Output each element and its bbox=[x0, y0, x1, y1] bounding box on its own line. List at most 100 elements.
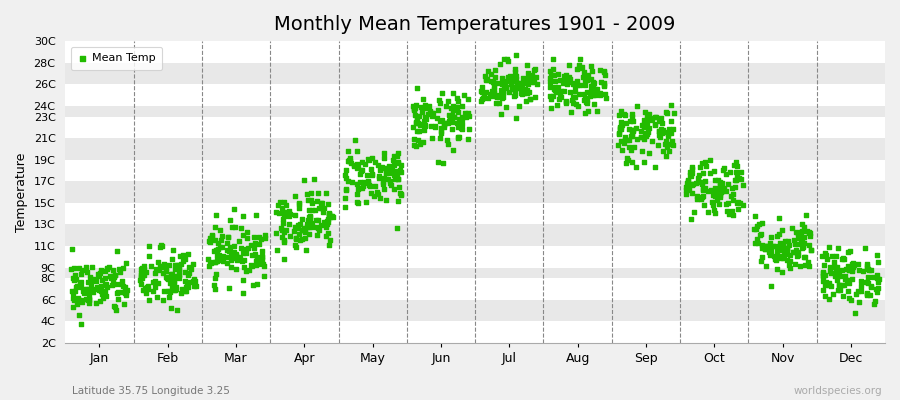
Mean Temp bbox=[442, 118, 456, 124]
Mean Temp bbox=[559, 98, 573, 104]
Mean Temp bbox=[789, 229, 804, 236]
Mean Temp bbox=[621, 157, 635, 164]
Mean Temp bbox=[104, 282, 119, 288]
Mean Temp bbox=[385, 168, 400, 174]
Mean Temp bbox=[828, 263, 842, 270]
Mean Temp bbox=[371, 190, 385, 197]
Mean Temp bbox=[88, 276, 103, 282]
Mean Temp bbox=[726, 196, 741, 203]
Mean Temp bbox=[364, 171, 379, 178]
Mean Temp bbox=[642, 150, 656, 156]
Mean Temp bbox=[391, 198, 405, 204]
Mean Temp bbox=[760, 243, 774, 249]
Mean Temp bbox=[446, 147, 460, 153]
Mean Temp bbox=[279, 227, 293, 234]
Mean Temp bbox=[232, 254, 247, 260]
Mean Temp bbox=[496, 94, 510, 100]
Mean Temp bbox=[160, 273, 175, 280]
Mean Temp bbox=[230, 255, 245, 262]
Mean Temp bbox=[636, 159, 651, 165]
Mean Temp bbox=[382, 180, 397, 186]
Mean Temp bbox=[638, 130, 652, 137]
Mean Temp bbox=[774, 247, 788, 253]
Mean Temp bbox=[320, 221, 334, 227]
Mean Temp bbox=[758, 246, 772, 252]
Mean Temp bbox=[433, 134, 447, 141]
Mean Temp bbox=[543, 67, 557, 74]
Mean Temp bbox=[473, 87, 488, 94]
Mean Temp bbox=[819, 279, 833, 285]
Mean Temp bbox=[111, 289, 125, 295]
Mean Temp bbox=[711, 189, 725, 196]
Mean Temp bbox=[357, 179, 372, 185]
Mean Temp bbox=[88, 277, 103, 284]
Mean Temp bbox=[255, 248, 269, 254]
Mean Temp bbox=[722, 211, 736, 217]
Mean Temp bbox=[475, 84, 490, 90]
Mean Temp bbox=[563, 89, 578, 95]
Mean Temp bbox=[108, 280, 122, 287]
Mean Temp bbox=[636, 136, 651, 142]
Mean Temp bbox=[816, 273, 831, 279]
Mean Temp bbox=[181, 284, 195, 290]
Mean Temp bbox=[829, 272, 843, 278]
Mean Temp bbox=[763, 248, 778, 254]
Mean Temp bbox=[277, 209, 292, 216]
Mean Temp bbox=[302, 214, 316, 220]
Mean Temp bbox=[643, 111, 657, 117]
Mean Temp bbox=[350, 200, 365, 206]
Mean Temp bbox=[597, 68, 611, 74]
Mean Temp bbox=[298, 228, 312, 234]
Mean Temp bbox=[445, 119, 459, 126]
Mean Temp bbox=[713, 179, 727, 186]
Mean Temp bbox=[230, 257, 244, 263]
Mean Temp bbox=[501, 58, 516, 64]
Mean Temp bbox=[288, 242, 302, 248]
Mean Temp bbox=[451, 108, 465, 115]
Mean Temp bbox=[664, 118, 679, 124]
Mean Temp bbox=[643, 125, 657, 131]
Mean Temp bbox=[839, 266, 853, 272]
Mean Temp bbox=[556, 72, 571, 79]
Mean Temp bbox=[550, 84, 564, 90]
Mean Temp bbox=[172, 262, 186, 268]
Mean Temp bbox=[555, 80, 570, 86]
Mean Temp bbox=[393, 191, 408, 198]
Mean Temp bbox=[548, 84, 562, 90]
Mean Temp bbox=[864, 282, 878, 289]
Mean Temp bbox=[611, 142, 625, 148]
Mean Temp bbox=[211, 246, 225, 252]
Mean Temp bbox=[579, 82, 593, 88]
Mean Temp bbox=[98, 275, 112, 281]
Mean Temp bbox=[172, 275, 186, 281]
Mean Temp bbox=[84, 281, 98, 288]
Mean Temp bbox=[83, 274, 97, 280]
Mean Temp bbox=[509, 76, 524, 82]
Mean Temp bbox=[802, 230, 816, 236]
Mean Temp bbox=[77, 286, 92, 292]
Mean Temp bbox=[680, 178, 695, 184]
Mean Temp bbox=[236, 250, 250, 256]
Mean Temp bbox=[132, 277, 147, 283]
Mean Temp bbox=[257, 232, 272, 239]
Mean Temp bbox=[288, 224, 302, 230]
Mean Temp bbox=[614, 126, 628, 132]
Mean Temp bbox=[479, 77, 493, 83]
Mean Temp bbox=[525, 72, 539, 78]
Mean Temp bbox=[570, 66, 584, 73]
Mean Temp bbox=[212, 257, 226, 264]
Mean Temp bbox=[822, 282, 836, 288]
Mean Temp bbox=[774, 255, 788, 261]
Mean Temp bbox=[412, 128, 427, 134]
Mean Temp bbox=[159, 268, 174, 274]
Mean Temp bbox=[726, 212, 741, 218]
Mean Temp bbox=[151, 258, 166, 265]
Mean Temp bbox=[138, 284, 152, 291]
Mean Temp bbox=[841, 288, 855, 294]
Mean Temp bbox=[201, 256, 215, 262]
Mean Temp bbox=[712, 186, 726, 192]
Mean Temp bbox=[754, 258, 769, 265]
Mean Temp bbox=[500, 56, 515, 62]
Mean Temp bbox=[343, 155, 357, 162]
Mean Temp bbox=[712, 201, 726, 207]
